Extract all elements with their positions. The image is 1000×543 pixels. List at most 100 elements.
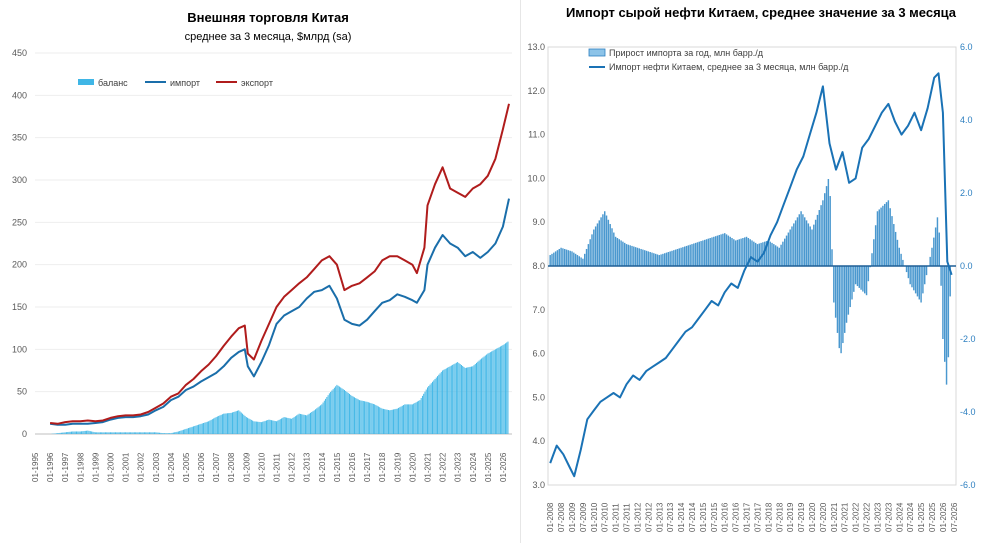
chart1-balance-bar [440, 371, 442, 434]
chart2-growth-bar [816, 214, 819, 266]
chart2-growth-bar [800, 211, 802, 266]
chart2-growth-bar [913, 266, 915, 291]
chart1-balance-bar [342, 389, 344, 434]
chart1-balance-bar [103, 432, 105, 434]
chart2-growth-bar [638, 248, 640, 266]
chart2-growth-bar [613, 232, 615, 266]
chart2-growth-bar [587, 244, 590, 266]
chart2-left-tick: 3.0 [532, 480, 545, 490]
chart1-balance-bar [340, 387, 342, 434]
chart1-balance-bar [214, 417, 216, 434]
chart2-left-tick: 13.0 [527, 42, 545, 52]
chart2-growth-bar [925, 266, 928, 276]
chart1-balance-bar [96, 432, 98, 434]
chart1-balance-bar [452, 364, 454, 434]
chart2-growth-bar [644, 250, 646, 266]
chart1-balance-bar [166, 433, 168, 434]
chart1-balance-bar [133, 432, 135, 434]
chart1-balance-bar [379, 407, 381, 434]
chart2-growth-bar [671, 250, 673, 266]
chart2-growth-bar [596, 223, 599, 266]
chart1-balance-bar [304, 415, 306, 434]
chart1-balance-bar [113, 432, 115, 434]
chart1-balance-bar [502, 345, 504, 434]
chart2-x-tick: 07-2008 [557, 502, 566, 532]
chart1-balance-bar [454, 363, 456, 434]
chart2-growth-bar [862, 266, 864, 292]
chart1-balance-bar [395, 408, 397, 434]
chart1-balance-bar [349, 393, 350, 434]
chart2-growth-bar [700, 241, 702, 266]
chart2-right-tick: 2.0 [960, 188, 973, 198]
chart2-growth-bar [878, 209, 880, 266]
chart2-x-tick: 07-2025 [928, 502, 937, 532]
chart2-growth-bar [794, 220, 797, 266]
chart2-x-tick: 07-2026 [950, 502, 959, 532]
chart1-balance-bar [243, 414, 245, 434]
chart1-balance-bar [473, 365, 475, 434]
chart2-x-tick: 07-2020 [819, 502, 828, 532]
chart1-balance-bar [276, 421, 277, 434]
chart2-growth-bar [556, 250, 559, 266]
chart1-balance-bar [491, 351, 493, 434]
chart2-growth-bar [567, 250, 570, 266]
chart2-growth-bar [585, 248, 588, 266]
chart1-x-tick: 01-2014 [318, 452, 327, 482]
chart1-balance-bar [433, 380, 435, 434]
chart2-growth-bar [811, 229, 813, 266]
chart2-x-axis: 01-2008 07-2008 01-2009 07-2009 01-2010 07-20… [546, 502, 959, 532]
chart1-balance-bar [405, 404, 407, 434]
chart2-growth-bar [634, 247, 637, 266]
chart1-balance-bar [55, 433, 57, 434]
chart2-x-tick: 07-2010 [601, 502, 610, 532]
chart1-balance-bar [189, 427, 191, 434]
chart1-balance-bar [297, 414, 299, 434]
chart1-balance-bar [370, 403, 372, 434]
chart1-balance-bar [69, 431, 71, 434]
chart1-balance-bar [430, 383, 432, 434]
panel-divider [520, 0, 521, 543]
chart1-balance-bar [332, 389, 334, 434]
chart1-balance-bar [322, 402, 324, 434]
chart1-balance-bar [267, 420, 269, 434]
chart1-balance-bar [385, 409, 387, 434]
chart1-balance-bar [449, 366, 451, 434]
chart2-growth-bar [727, 235, 730, 266]
chart2-growth-bar [825, 186, 828, 266]
chart1-x-tick: 01-2010 [257, 452, 266, 482]
chart1-balance-bar [238, 410, 240, 434]
chart1-balance-bar [78, 431, 80, 434]
chart1-balance-bar [110, 432, 111, 434]
chart1-balance-bar [476, 362, 477, 434]
chart2-growth-bar [793, 223, 795, 266]
chart1-balance-bar [268, 419, 270, 434]
chart2-x-tick: 01-2014 [677, 502, 686, 532]
chart1-balance-bar [346, 391, 348, 434]
chart1-balance-bar [291, 418, 293, 434]
chart1-balance-bar [365, 401, 367, 434]
chart2-x-tick: 07-2022 [863, 502, 872, 532]
chart1-balance-bar [483, 356, 485, 434]
chart1-balance-bar [140, 432, 142, 434]
chart2-growth-bar [694, 242, 697, 266]
chart2-growth-bar [600, 217, 602, 266]
chart1-import-line [49, 198, 510, 426]
chart1-balance-bar [120, 432, 122, 434]
chart2-growth-bar [849, 266, 851, 308]
chart2-growth-bar [602, 214, 604, 266]
chart1-x-tick: 01-2006 [197, 452, 206, 482]
chart1-balance-bar [406, 404, 408, 434]
chart2-growth-bar [876, 211, 879, 266]
chart2-right-tick: 6.0 [960, 42, 973, 52]
chart2-growth-bar [605, 215, 608, 266]
chart1-balance-bar [171, 432, 173, 434]
chart1-balance-bar [57, 433, 59, 434]
legend-label-oil-import: Импорт нефти Китаем, среднее за 3 месяца… [609, 62, 849, 72]
chart1-balance-bar [321, 404, 323, 434]
chart1-balance-bar [213, 418, 215, 434]
chart1-y-tick: 150 [12, 302, 27, 312]
chart1-balance-bar [415, 402, 417, 434]
chart1-balance-bar [86, 430, 88, 434]
chart1-balance-bar [474, 364, 476, 434]
chart2-x-tick: 01-2023 [873, 502, 882, 532]
